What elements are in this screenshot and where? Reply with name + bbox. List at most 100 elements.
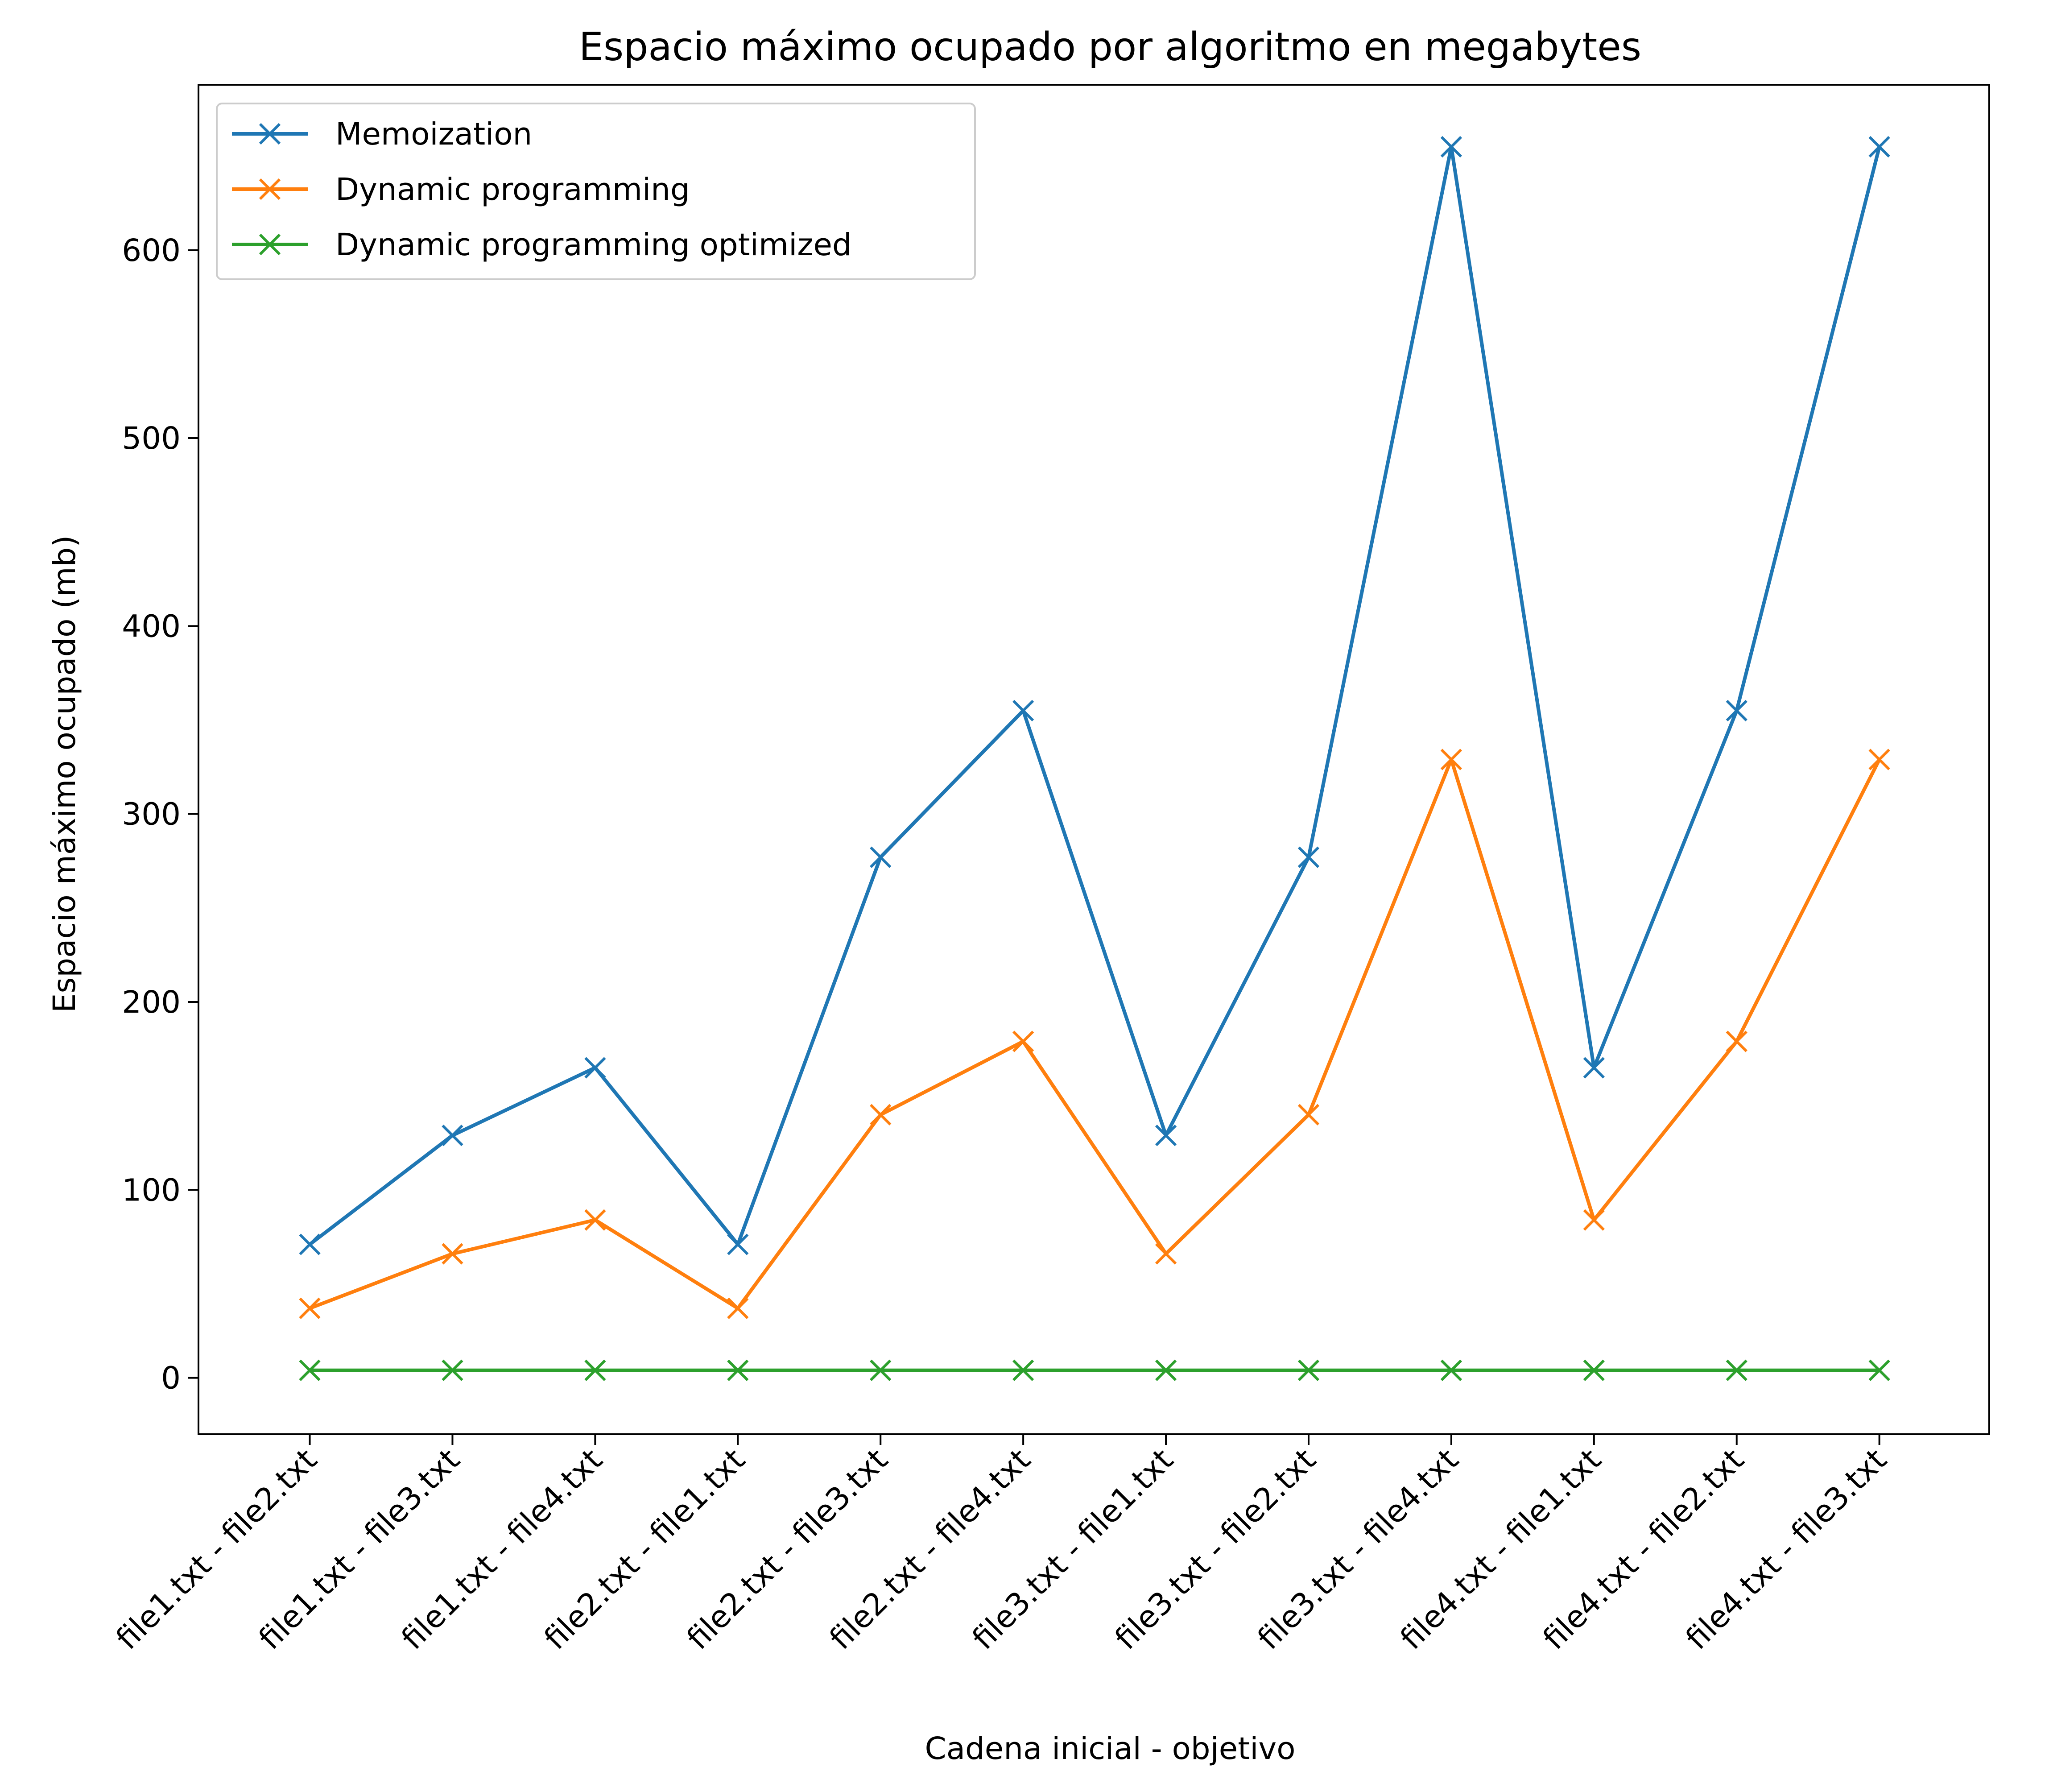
data-point-marker (1012, 699, 1034, 722)
marker-stroke (1583, 1359, 1605, 1381)
legend-label: Memoization (335, 116, 532, 152)
marker-stroke (727, 1233, 749, 1255)
data-point-marker (1868, 1359, 1890, 1381)
marker-stroke (1726, 699, 1747, 722)
data-point-marker (442, 1243, 463, 1265)
legend-marker (259, 178, 281, 200)
marker-stroke (1155, 1124, 1177, 1146)
y-tick-label: 500 (122, 421, 181, 456)
marker-stroke (870, 846, 892, 868)
marker-stroke (1012, 1031, 1034, 1052)
legend-label: Dynamic programming (335, 172, 690, 207)
marker-stroke (442, 1359, 463, 1381)
marker-stroke (584, 1209, 606, 1231)
marker-stroke (1440, 136, 1462, 158)
data-point-marker (584, 1209, 606, 1231)
marker-stroke (1155, 1359, 1177, 1381)
data-point-marker (1155, 1359, 1177, 1381)
marker-stroke (1297, 1359, 1320, 1381)
data-point-marker (727, 1359, 749, 1381)
data-point-marker (1155, 1124, 1177, 1146)
marker-stroke (1726, 1031, 1747, 1052)
marker-stroke (299, 1297, 321, 1319)
data-point-marker (299, 1233, 321, 1255)
y-tick-label: 200 (122, 985, 181, 1020)
plot-area (299, 136, 1890, 1381)
data-point-marker (1868, 136, 1890, 158)
data-point-marker (299, 1359, 321, 1381)
legend-box (216, 103, 976, 280)
data-point-marker (870, 1104, 892, 1126)
marker-stroke (299, 1233, 321, 1255)
data-point-marker (1440, 136, 1462, 158)
data-point-marker (1726, 699, 1747, 722)
data-point-marker (1012, 1031, 1034, 1052)
data-point-marker (1440, 749, 1462, 770)
marker-stroke (584, 1057, 606, 1079)
marker-stroke (584, 1359, 606, 1381)
marker-stroke (1868, 136, 1890, 158)
marker-stroke (1583, 1057, 1605, 1079)
marker-stroke (442, 1243, 463, 1265)
marker-stroke (1440, 749, 1462, 770)
legend: Memoization Dynamic programming Dynamic pr… (216, 103, 976, 280)
data-point-marker (727, 1233, 749, 1255)
data-point-marker (727, 1297, 749, 1319)
marker-stroke (1012, 699, 1034, 722)
data-point-marker (1868, 749, 1890, 770)
legend-marker (259, 233, 281, 256)
marker-stroke (1297, 846, 1320, 868)
y-tick-label: 300 (122, 797, 181, 832)
marker-stroke (1440, 1359, 1462, 1381)
y-tick-label: 0 (161, 1361, 181, 1396)
data-point-marker (442, 1124, 463, 1146)
marker-stroke (1726, 1359, 1747, 1381)
data-point-marker (1155, 1243, 1177, 1265)
data-point-marker (1297, 1104, 1320, 1126)
marker-stroke (442, 1124, 463, 1146)
data-point-marker (1583, 1209, 1605, 1231)
data-point-marker (584, 1359, 606, 1381)
legend-entry: Memoization (232, 116, 532, 152)
legend-entry: Dynamic programming (232, 172, 690, 207)
y-tick-label: 400 (122, 608, 181, 644)
data-point-marker (1297, 846, 1320, 868)
data-point-marker (1583, 1057, 1605, 1079)
data-point-marker (1583, 1359, 1605, 1381)
marker-stroke (1868, 1359, 1890, 1381)
data-point-marker (870, 846, 892, 868)
data-point-marker (1297, 1359, 1320, 1381)
y-tick-label: 100 (122, 1172, 181, 1208)
data-point-marker (1012, 1359, 1034, 1381)
marker-stroke (299, 1359, 321, 1381)
marker-stroke (1297, 1104, 1320, 1126)
y-axis-label: Espacio máximo ocupado (mb) (47, 535, 83, 1013)
data-point-marker (299, 1297, 321, 1319)
legend-entry: Dynamic programming optimized (232, 227, 852, 263)
data-point-marker (1726, 1359, 1747, 1381)
legend-marker (259, 123, 281, 145)
marker-stroke (1868, 749, 1890, 770)
legend-label: Dynamic programming optimized (335, 227, 852, 263)
x-axis-label: Cadena inicial - objetivo (925, 1731, 1296, 1767)
chart-title: Espacio máximo ocupado por algoritmo en … (579, 24, 1641, 70)
marker-stroke (727, 1359, 749, 1381)
data-point-marker (870, 1359, 892, 1381)
plot-frame (198, 84, 1990, 1435)
data-point-marker (442, 1359, 463, 1381)
series-line-1 (309, 757, 1881, 1310)
marker-stroke (870, 1359, 892, 1381)
marker-stroke (1583, 1209, 1605, 1231)
series-line-0 (309, 145, 1881, 1246)
marker-stroke (1155, 1243, 1177, 1265)
data-point-marker (584, 1057, 606, 1079)
marker-stroke (727, 1297, 749, 1319)
data-point-marker (1726, 1031, 1747, 1052)
marker-stroke (1012, 1359, 1034, 1381)
marker-stroke (870, 1104, 892, 1126)
data-point-marker (1440, 1359, 1462, 1381)
y-tick-label: 600 (122, 233, 181, 269)
